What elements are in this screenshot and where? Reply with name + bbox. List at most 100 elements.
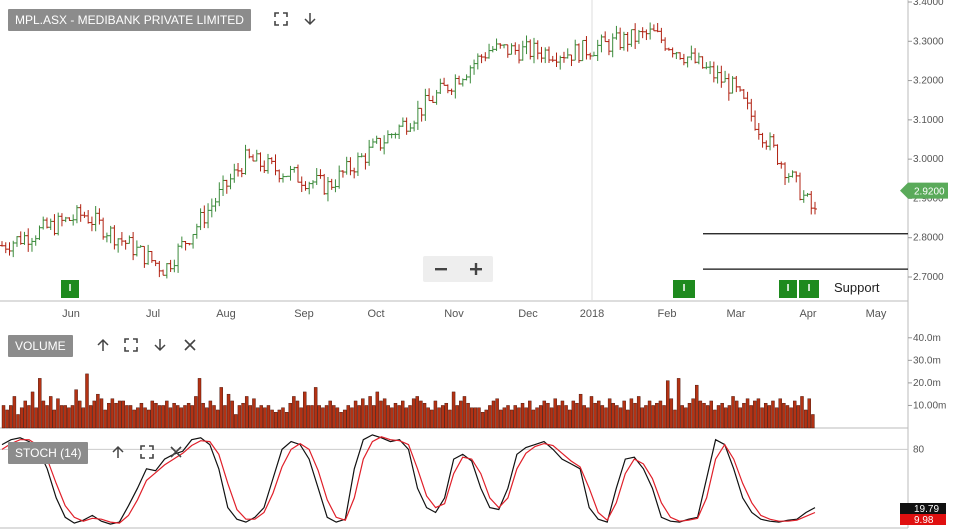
volume-bar	[528, 400, 532, 429]
volume-bar	[604, 407, 608, 429]
price-tick-label: 2.8000	[913, 233, 944, 244]
volume-bar	[277, 409, 282, 429]
volume-bar	[339, 412, 343, 429]
axes: 3.4000 3.3000 3.2000 3.1000 3.0000 2.9000 2.80…	[62, 0, 948, 526]
volume-bar	[462, 396, 467, 429]
volume-bar	[633, 402, 637, 429]
volume-bar	[364, 405, 369, 429]
volume-bar	[713, 409, 717, 429]
volume-bar	[553, 398, 557, 429]
volume-bar	[488, 405, 492, 429]
stoch-k-badge	[900, 503, 946, 514]
stoch-d-value: 9.98	[914, 515, 934, 526]
volume-bar	[593, 402, 597, 429]
volume-bar	[390, 407, 394, 429]
volume-bar	[724, 407, 728, 429]
volume-bar	[466, 402, 470, 429]
volume-bar	[172, 402, 176, 429]
event-marker[interactable]: I	[799, 280, 819, 298]
volume-bar	[74, 389, 78, 429]
volume-bar	[499, 409, 503, 429]
volume-bar	[342, 409, 347, 429]
volume-bar	[655, 402, 659, 429]
volume-bar	[67, 407, 71, 429]
volume-bar	[793, 400, 797, 429]
volume-bar	[205, 407, 209, 429]
volume-bar	[626, 409, 630, 429]
arrow-down-icon[interactable]	[303, 12, 319, 28]
price-tick-label: 3.4000	[913, 0, 944, 8]
volume-bar	[426, 407, 430, 429]
volume-bar	[448, 409, 452, 429]
volume-bar	[190, 405, 194, 429]
maximize-icon[interactable]	[140, 445, 156, 461]
volume-bar	[665, 380, 670, 429]
volume-bar	[451, 391, 456, 429]
month-label: Apr	[799, 308, 816, 320]
month-label: May	[866, 308, 887, 320]
volume-bar	[324, 405, 329, 429]
month-label: Jun	[62, 308, 80, 320]
volume-bar	[803, 409, 808, 429]
event-marker[interactable]: I	[779, 280, 797, 298]
volume-bar	[575, 402, 579, 429]
volume-bar	[662, 405, 666, 429]
zoom-control	[423, 256, 493, 282]
volume-bar	[121, 400, 126, 429]
volume-bar	[586, 407, 590, 429]
volume-bar	[549, 407, 554, 429]
volume-bar	[622, 400, 626, 429]
month-label: Sep	[294, 308, 314, 320]
volume-bar	[408, 405, 412, 429]
minus-icon	[434, 268, 447, 271]
maximize-icon[interactable]	[274, 12, 290, 28]
event-marker[interactable]: I	[61, 280, 79, 298]
volume-bar	[535, 407, 539, 429]
volume-bar	[546, 402, 550, 429]
volume-bar	[241, 402, 245, 429]
volume-bar	[742, 402, 746, 429]
volume-bar	[295, 400, 300, 429]
volume-bar	[292, 396, 296, 429]
volume-bar	[132, 409, 136, 429]
close-icon[interactable]	[183, 338, 199, 354]
volume-bar	[303, 391, 307, 429]
arrow-up-icon[interactable]	[96, 338, 112, 354]
volume-bar	[372, 405, 376, 429]
volume-bar	[705, 405, 710, 429]
zoom-out-button[interactable]	[423, 256, 458, 282]
stoch-label: STOCH (14)	[8, 442, 89, 464]
volume-bar	[480, 412, 485, 429]
volume-bar	[299, 407, 303, 429]
volume-bar	[557, 405, 561, 429]
volume-bar	[154, 402, 158, 429]
close-icon[interactable]	[169, 445, 185, 461]
volume-bar	[306, 405, 311, 429]
arrow-up-icon[interactable]	[111, 445, 127, 461]
maximize-icon[interactable]	[124, 338, 140, 354]
volume-bar	[785, 405, 790, 429]
volume-bar	[88, 405, 93, 429]
month-label: Nov	[444, 308, 464, 320]
zoom-in-button[interactable]	[458, 256, 493, 282]
volume-bar	[288, 402, 292, 429]
volume-bar	[542, 400, 547, 429]
volume-bar	[734, 400, 739, 429]
chart-title: MPL.ASX - MEDIBANK PRIVATE LIMITED	[8, 9, 251, 31]
volume-bar	[248, 405, 253, 429]
volume-bar	[422, 402, 427, 429]
volume-bar	[128, 405, 133, 429]
price-tick-label: 2.9000	[913, 193, 944, 204]
volume-bar	[491, 400, 496, 429]
volume-bar	[415, 396, 419, 429]
arrow-down-icon[interactable]	[153, 338, 169, 354]
volume-bar	[310, 405, 314, 429]
volume-bar	[382, 398, 387, 429]
event-marker[interactable]: I	[673, 280, 695, 298]
stoch-k-value: 19.79	[914, 504, 939, 515]
volume-bar	[52, 409, 57, 429]
price-tick-label: 3.3000	[913, 36, 944, 47]
volume-bar	[281, 407, 285, 429]
volume-bar	[183, 405, 187, 429]
volume-bar	[350, 407, 354, 429]
